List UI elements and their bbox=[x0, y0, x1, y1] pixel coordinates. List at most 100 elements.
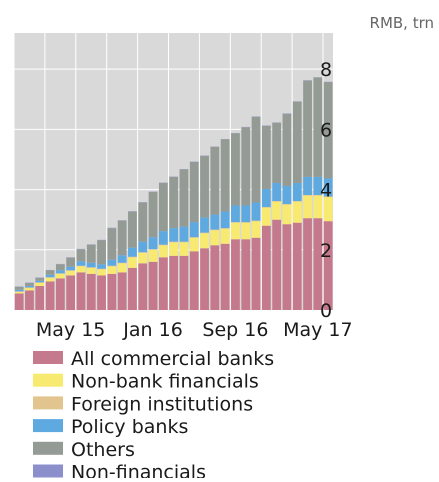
bar-segment-10-4 bbox=[118, 221, 127, 256]
bar-segment-7-2 bbox=[87, 267, 96, 268]
bar-segment-7-1 bbox=[87, 268, 96, 274]
bar-segment-12-3 bbox=[138, 242, 147, 253]
bar-segment-12-1 bbox=[138, 253, 147, 264]
bar-segment-1-3 bbox=[25, 286, 34, 288]
bar-segment-8-1 bbox=[97, 269, 106, 275]
bar-segment-8-2 bbox=[97, 269, 106, 270]
legend-item-0: All commercial banks bbox=[33, 348, 274, 370]
bar-segment-1-1 bbox=[25, 288, 34, 290]
bar-segment-11-2 bbox=[128, 257, 137, 258]
bar-segment-17-2 bbox=[190, 237, 199, 238]
bar-segment-14-4 bbox=[159, 183, 168, 231]
legend-swatch-2 bbox=[33, 396, 63, 409]
bar-segment-6-2 bbox=[77, 266, 86, 267]
bar-segment-11-1 bbox=[128, 257, 137, 268]
bar-segment-28-0 bbox=[303, 218, 312, 310]
bar-segment-17-1 bbox=[190, 238, 199, 252]
bar-segment-13-1 bbox=[149, 250, 158, 262]
bar-segment-1-0 bbox=[25, 290, 34, 310]
x-tick-label-2: Sep 16 bbox=[202, 319, 268, 341]
bar-segment-28-3 bbox=[303, 177, 312, 195]
bar-segment-21-3 bbox=[231, 206, 240, 223]
bar-segment-21-1 bbox=[231, 223, 240, 240]
bar-segment-11-0 bbox=[128, 268, 137, 310]
bar-segment-25-0 bbox=[272, 220, 281, 310]
bar-segment-14-0 bbox=[159, 257, 168, 310]
bar-segment-0-1 bbox=[15, 292, 24, 294]
legend-item-4: Others bbox=[33, 439, 135, 461]
bar-segment-12-0 bbox=[138, 263, 147, 310]
bar-segment-25-1 bbox=[272, 202, 281, 220]
bar-segment-14-2 bbox=[159, 245, 168, 246]
bar-segment-7-4 bbox=[87, 245, 96, 263]
bar-segment-22-4 bbox=[241, 127, 250, 205]
bar-segment-6-3 bbox=[77, 261, 86, 266]
bar-segment-26-2 bbox=[283, 204, 292, 205]
bar-segment-23-3 bbox=[252, 203, 261, 221]
bar-segment-24-3 bbox=[262, 189, 271, 207]
legend-label-0: All commercial banks bbox=[71, 348, 274, 370]
bar-segment-4-3 bbox=[56, 270, 65, 273]
bar-segment-4-0 bbox=[56, 278, 65, 310]
bar-segment-4-4 bbox=[56, 264, 65, 270]
x-tick-label-1: Jan 16 bbox=[122, 319, 183, 341]
unit-label: RMB, trn bbox=[370, 14, 434, 32]
bar-segment-29-0 bbox=[313, 218, 322, 310]
bar-segment-16-3 bbox=[180, 227, 189, 242]
bar-segment-10-0 bbox=[118, 272, 127, 310]
bar-segment-27-1 bbox=[293, 202, 302, 223]
bar-segment-9-2 bbox=[107, 266, 116, 267]
bar-segment-13-3 bbox=[149, 237, 158, 249]
bar-segment-17-0 bbox=[190, 251, 199, 310]
bar-segment-5-2 bbox=[66, 270, 75, 271]
bar-segment-19-3 bbox=[210, 215, 219, 230]
bar-segment-15-3 bbox=[169, 228, 178, 242]
bar-segment-4-1 bbox=[56, 274, 65, 279]
bar-segment-25-2 bbox=[272, 201, 281, 202]
bar-segment-14-3 bbox=[159, 231, 168, 245]
bar-segment-24-4 bbox=[262, 126, 271, 189]
bar-segment-0-2 bbox=[15, 291, 24, 292]
bar-segment-19-0 bbox=[210, 245, 219, 310]
bar-segment-2-2 bbox=[35, 282, 44, 283]
bar-segment-19-2 bbox=[210, 230, 219, 231]
bar-segment-21-2 bbox=[231, 222, 240, 223]
bar-segment-23-4 bbox=[252, 117, 261, 203]
bar-segment-18-2 bbox=[200, 233, 209, 234]
bar-segment-11-4 bbox=[128, 212, 137, 248]
bar-segment-16-4 bbox=[180, 169, 189, 226]
bar-segment-21-4 bbox=[231, 133, 240, 205]
bar-segment-15-0 bbox=[169, 256, 178, 310]
bar-segment-6-1 bbox=[77, 266, 86, 272]
bar-segment-6-0 bbox=[77, 272, 86, 310]
bar-segment-26-4 bbox=[283, 114, 292, 186]
bar-segment-26-3 bbox=[283, 186, 292, 204]
bar-segment-5-3 bbox=[66, 267, 75, 271]
bar-segment-16-0 bbox=[180, 256, 189, 310]
bar-segment-19-4 bbox=[210, 147, 219, 215]
bar-segment-26-1 bbox=[283, 205, 292, 225]
bar-segment-27-3 bbox=[293, 183, 302, 201]
bar-segment-3-1 bbox=[46, 278, 55, 282]
bar-segment-12-4 bbox=[138, 203, 147, 242]
legend-swatch-4 bbox=[33, 442, 63, 455]
bar-segment-2-3 bbox=[35, 281, 44, 283]
bar-segment-10-3 bbox=[118, 255, 127, 263]
bar-segment-20-3 bbox=[221, 212, 230, 229]
y-tick-label-2: 4 bbox=[320, 180, 332, 202]
legend-swatch-1 bbox=[33, 374, 63, 387]
bar-segment-10-2 bbox=[118, 263, 127, 264]
bar-segment-30-0 bbox=[324, 221, 333, 310]
bar-segment-15-2 bbox=[169, 242, 178, 243]
bar-segment-8-4 bbox=[97, 240, 106, 264]
bar-segment-22-2 bbox=[241, 222, 250, 223]
bar-segment-9-3 bbox=[107, 260, 116, 266]
bar-segment-4-2 bbox=[56, 273, 65, 274]
bar-segment-2-4 bbox=[35, 278, 44, 281]
bar-segment-13-0 bbox=[149, 262, 158, 310]
legend-label-5: Non-financials bbox=[71, 462, 206, 479]
bar-segment-3-4 bbox=[46, 270, 55, 275]
